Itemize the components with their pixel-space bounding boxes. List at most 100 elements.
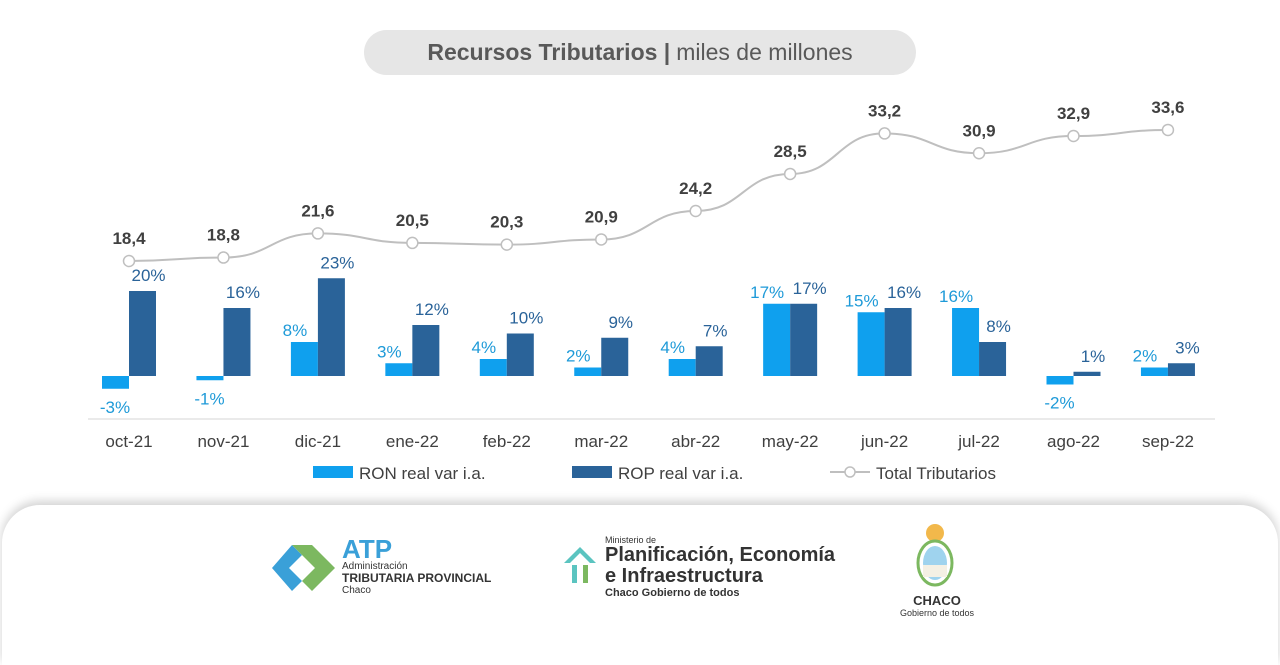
ron-bar: [668, 359, 696, 376]
total-tributarios-point: [406, 236, 419, 250]
x-tick-label: oct-21: [105, 432, 152, 451]
chart-area: oct-21 -3% 20% nov-21 -1% 16% dic-21 8% 23% ene-2…: [88, 98, 1215, 483]
total-data-label: 20,5: [396, 211, 429, 230]
chart-title: Recursos Tributarios | miles de millones: [364, 30, 916, 75]
rop-bar: [790, 303, 818, 376]
ron-bar: [952, 308, 980, 376]
ron-data-label: 17%: [750, 283, 784, 302]
x-tick-label: jun-22: [860, 432, 908, 451]
ron-data-label: 4%: [660, 338, 685, 357]
total-data-label: 18,8: [207, 226, 240, 245]
total-tributarios-point: [972, 147, 986, 160]
rop-data-label: 8%: [986, 317, 1011, 336]
ron-data-label: 2%: [566, 347, 591, 366]
total-data-label: 32,9: [1057, 104, 1090, 123]
ministerio-house-icon: [564, 547, 596, 583]
rop-bar: [129, 291, 156, 376]
ron-bar: [290, 342, 318, 376]
total-data-label: 30,9: [963, 121, 996, 140]
total-tributarios-point: [689, 204, 702, 218]
total-tributarios-point: [217, 251, 230, 264]
ron-data-label: 15%: [845, 291, 879, 310]
legend-ron-label: RON real var i.a.: [359, 464, 486, 483]
total-data-label: 18,4: [112, 229, 146, 248]
total-data-label: 21,6: [301, 201, 334, 220]
ron-data-label: 3%: [377, 342, 402, 361]
rop-bar: [506, 333, 534, 376]
total-tributarios-point: [1161, 123, 1175, 137]
rop-data-label: 20%: [131, 266, 165, 285]
total-tributarios-point: [595, 233, 608, 246]
rop-data-label: 3%: [1175, 338, 1200, 357]
x-tick-label: sep-22: [1142, 432, 1194, 451]
rop-bar: [884, 308, 912, 376]
rop-data-label: 16%: [887, 283, 921, 302]
legend-total-label: Total Tributarios: [876, 464, 996, 483]
x-tick-label: may-22: [762, 432, 819, 451]
rop-data-label: 1%: [1081, 347, 1106, 366]
title-text: Recursos Tributarios: [427, 39, 658, 65]
ron-data-label: 8%: [283, 321, 308, 340]
x-tick-label: jul-22: [957, 432, 1000, 451]
ron-data-label: -1%: [194, 389, 224, 408]
subtitle-text: miles de millones: [676, 39, 853, 65]
total-tributarios-point: [783, 167, 797, 181]
total-tributarios-point: [122, 254, 136, 268]
total-tributarios-point: [311, 227, 325, 240]
total-data-label: 33,6: [1151, 98, 1184, 117]
total-tributarios-point: [878, 127, 891, 140]
ron-bar: [763, 303, 791, 376]
chaco-logo: CHACO Gobierno de todos: [899, 593, 975, 618]
ron-bar: [857, 312, 885, 376]
ron-bar: [574, 367, 602, 376]
total-data-label: 33,2: [868, 101, 901, 120]
rop-data-label: 7%: [703, 321, 728, 340]
total-tributarios-point: [1067, 129, 1080, 143]
ron-bar: [196, 376, 224, 381]
rop-bar: [979, 342, 1007, 376]
atp-logo-icon: [272, 545, 335, 591]
rop-bar: [601, 337, 629, 376]
legend-rop-swatch: [572, 466, 612, 478]
ron-bar: [102, 376, 129, 389]
total-data-label: 24,2: [679, 179, 712, 198]
x-tick-label: mar-22: [574, 432, 628, 451]
ron-bar: [385, 363, 413, 376]
chaco-coat-of-arms-icon: [916, 524, 954, 587]
rop-bar: [695, 346, 723, 376]
total-tributarios-point: [500, 238, 514, 251]
rop-bar: [317, 278, 345, 376]
x-tick-label: ago-22: [1047, 432, 1100, 451]
total-data-label: 20,3: [490, 213, 523, 232]
rop-bar: [223, 308, 251, 376]
ron-bar: [1140, 367, 1168, 376]
ron-data-label: 2%: [1133, 347, 1158, 366]
ron-data-label: -3%: [100, 398, 130, 417]
legend-rop-label: ROP real var i.a.: [618, 464, 743, 483]
x-tick-label: abr-22: [671, 432, 720, 451]
rop-data-label: 9%: [608, 313, 633, 332]
legend-ron-swatch: [313, 466, 353, 478]
rop-bar: [1073, 371, 1101, 376]
x-tick-label: dic-21: [295, 432, 341, 451]
footer-logos: ATP Administración TRIBUTARIA PROVINCIAL…: [2, 505, 1278, 665]
rop-bar: [1167, 363, 1195, 376]
total-data-label: 20,9: [585, 207, 618, 226]
atp-logo: ATP Administración TRIBUTARIA PROVINCIAL…: [342, 534, 492, 596]
rop-data-label: 12%: [415, 300, 449, 319]
ron-data-label: -2%: [1044, 394, 1074, 413]
rop-data-label: 23%: [320, 253, 354, 272]
x-tick-label: nov-21: [197, 432, 249, 451]
ron-data-label: 4%: [472, 338, 497, 357]
ron-data-label: 16%: [939, 287, 973, 306]
rop-data-label: 10%: [509, 309, 543, 328]
x-tick-label: ene-22: [386, 432, 439, 451]
rop-data-label: 16%: [226, 283, 260, 302]
legend-total-marker: [844, 466, 856, 478]
ministerio-logo: Ministerio de Planificación, Economía e …: [605, 535, 836, 599]
ron-bar: [479, 359, 507, 376]
total-data-label: 28,5: [774, 142, 807, 161]
ron-bar: [1046, 376, 1074, 385]
rop-bar: [412, 325, 440, 376]
rop-data-label: 17%: [793, 279, 827, 298]
